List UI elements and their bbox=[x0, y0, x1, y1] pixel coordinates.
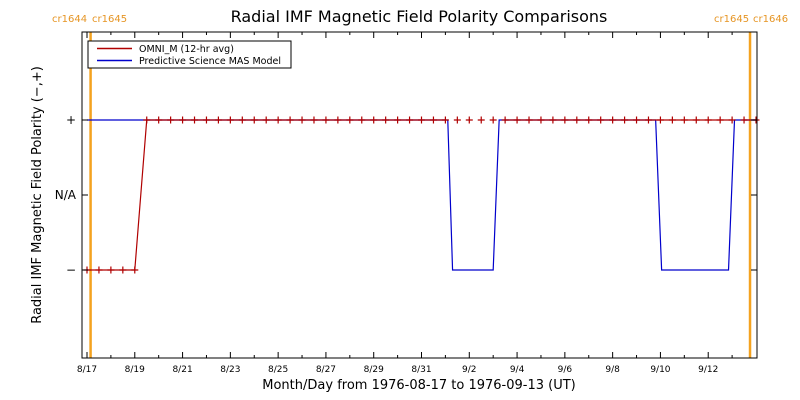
data-point-omni-41 bbox=[573, 116, 581, 124]
data-point-omni-36 bbox=[513, 116, 521, 124]
data-point-omni-28 bbox=[418, 116, 425, 124]
x-tick-label-3: 8/23 bbox=[220, 365, 240, 375]
legend: OMNI_M (12-hr avg) Predictive Science MA… bbox=[87, 40, 292, 69]
x-tick-label-1: 8/19 bbox=[125, 365, 145, 375]
data-point-omni-35 bbox=[501, 116, 509, 124]
data-point-omni-2 bbox=[107, 266, 115, 274]
data-point-omni-24 bbox=[370, 116, 378, 124]
data-point-omni-52 bbox=[704, 116, 712, 124]
data-point-omni-3 bbox=[119, 266, 127, 274]
data-point-omni-40 bbox=[561, 116, 569, 124]
y-tick-label-2: − bbox=[66, 263, 76, 277]
data-point-omni-4 bbox=[131, 266, 139, 274]
data-point-omni-18 bbox=[298, 116, 306, 124]
data-point-omni-37 bbox=[525, 116, 533, 124]
data-point-omni-19 bbox=[310, 116, 318, 124]
legend-label-mas: Predictive Science MAS Model bbox=[139, 56, 281, 67]
data-point-omni-22 bbox=[346, 116, 354, 124]
data-point-omni-11 bbox=[214, 116, 222, 124]
cr-label-left-1: cr1644 bbox=[52, 14, 87, 25]
data-point-omni-7 bbox=[167, 116, 175, 124]
data-point-omni-30 bbox=[441, 116, 449, 124]
data-point-omni-53 bbox=[716, 116, 724, 124]
data-point-omni-21 bbox=[334, 116, 342, 124]
data-point-omni-48 bbox=[656, 116, 664, 124]
data-point-omni-17 bbox=[286, 116, 294, 124]
data-point-omni-39 bbox=[549, 116, 557, 124]
data-point-omni-6 bbox=[155, 116, 163, 124]
data-point-omni-32 bbox=[465, 116, 473, 124]
legend-label-omni: OMNI_M (12-hr avg) bbox=[139, 44, 234, 55]
chart-title: Radial IMF Magnetic Field Polarity Compa… bbox=[231, 7, 608, 26]
legend-box bbox=[87, 40, 292, 69]
data-point-omni-27 bbox=[406, 116, 414, 124]
data-point-omni-15 bbox=[262, 116, 270, 124]
data-layer bbox=[83, 116, 760, 274]
x-tick-label-13: 9/12 bbox=[698, 365, 718, 375]
data-point-omni-10 bbox=[202, 116, 210, 124]
x-tick-label-0: 8/17 bbox=[77, 365, 97, 375]
y-tick-label-1: N/A bbox=[55, 188, 77, 202]
x-axis: 8/17 8/19 8/21 8/23 8/25 8/27 8/29 8/31 9/2 9/4 9/… bbox=[77, 32, 733, 375]
data-point-omni-29 bbox=[429, 116, 437, 124]
data-point-omni-25 bbox=[382, 116, 390, 124]
data-point-omni-43 bbox=[597, 116, 605, 124]
data-point-omni-45 bbox=[621, 116, 629, 124]
data-point-omni-14 bbox=[250, 116, 258, 124]
data-point-omni-16 bbox=[274, 116, 282, 124]
x-tick-label-12: 9/10 bbox=[650, 365, 670, 375]
y-axis-label: Radial IMF Magnetic Field Polarity (−,+) bbox=[30, 66, 45, 324]
cr-label-right-2: cr1646 bbox=[753, 14, 788, 25]
data-point-omni-55 bbox=[740, 116, 748, 124]
x-tick-label-9: 9/4 bbox=[510, 365, 525, 375]
data-point-omni-23 bbox=[358, 116, 366, 124]
data-point-omni-46 bbox=[633, 116, 641, 124]
data-point-omni-8 bbox=[179, 116, 187, 124]
data-point-omni-49 bbox=[668, 116, 676, 124]
data-point-omni-12 bbox=[226, 116, 234, 124]
x-axis-label: Month/Day from 1976-08-17 to 1976-09-13 … bbox=[262, 378, 575, 393]
y-axis: + N/A − bbox=[55, 113, 757, 277]
x-tick-label-6: 8/29 bbox=[364, 365, 384, 375]
x-tick-label-10: 9/6 bbox=[558, 365, 573, 375]
data-point-omni-44 bbox=[609, 116, 617, 124]
x-tick-label-7: 8/31 bbox=[411, 365, 431, 375]
x-tick-label-8: 9/2 bbox=[462, 365, 476, 375]
data-point-omni-54 bbox=[728, 116, 736, 124]
data-point-omni-1 bbox=[95, 266, 103, 274]
data-point-omni-42 bbox=[585, 116, 593, 124]
data-point-omni-13 bbox=[238, 116, 246, 124]
x-tick-label-11: 9/8 bbox=[605, 365, 620, 375]
data-point-omni-38 bbox=[537, 116, 545, 124]
data-point-omni-31 bbox=[453, 116, 461, 124]
data-point-omni-33 bbox=[477, 116, 485, 124]
data-point-omni-51 bbox=[692, 116, 700, 124]
plot-area bbox=[89, 32, 752, 358]
data-point-omni-20 bbox=[322, 116, 330, 124]
x-tick-label-5: 8/27 bbox=[316, 365, 336, 375]
y-tick-label-0: + bbox=[66, 113, 76, 127]
data-point-omni-47 bbox=[644, 116, 652, 124]
x-tick-label-2: 8/21 bbox=[172, 365, 192, 375]
data-point-omni-9 bbox=[191, 116, 199, 124]
data-point-omni-50 bbox=[680, 116, 688, 124]
x-tick-label-4: 8/25 bbox=[268, 365, 288, 375]
data-point-omni-5 bbox=[143, 116, 151, 124]
cr-label-right-1: cr1645 bbox=[92, 14, 127, 25]
cr-label-left-2: cr1645 bbox=[714, 14, 749, 25]
data-point-omni-34 bbox=[489, 116, 497, 124]
data-point-omni-26 bbox=[394, 116, 402, 124]
